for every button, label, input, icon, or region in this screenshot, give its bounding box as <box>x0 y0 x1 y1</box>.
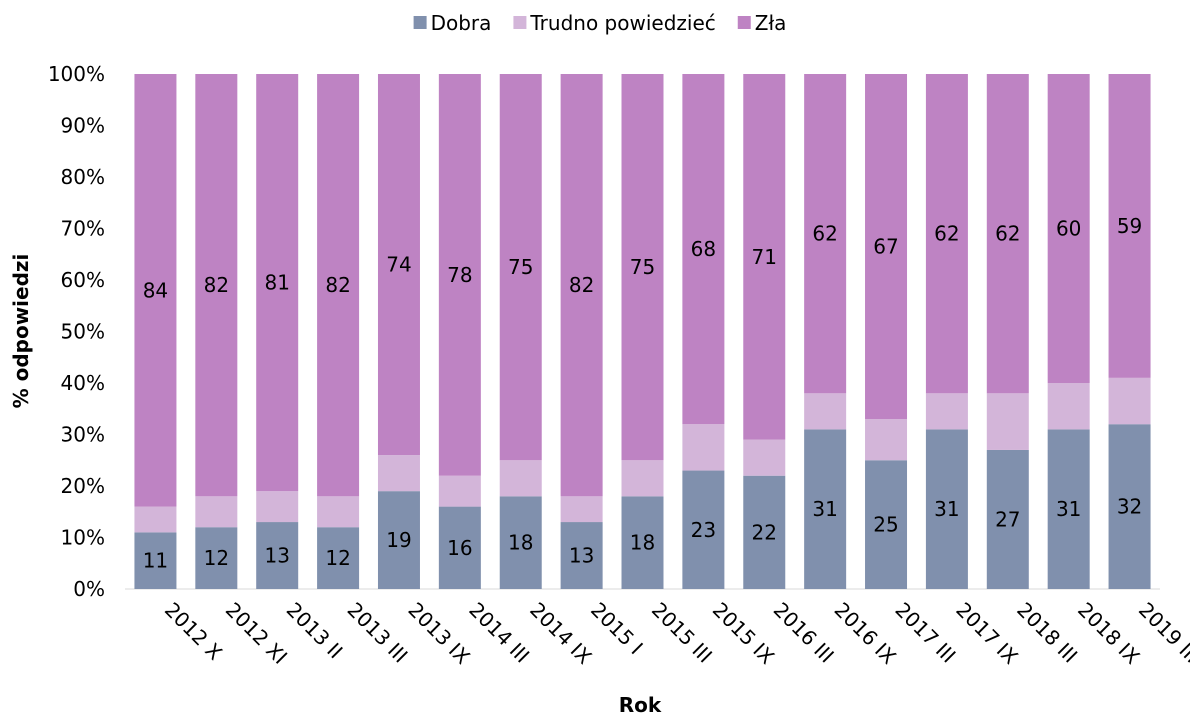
bar-segment <box>195 496 237 527</box>
y-axis-title: % odpowiedzi <box>9 254 33 409</box>
data-label: 16 <box>447 536 472 560</box>
y-tick-label: 10% <box>61 526 105 550</box>
x-tick-label: 2013 IX <box>403 598 475 670</box>
bar-segment <box>256 491 298 522</box>
x-tick-label: 2014 IX <box>525 598 597 670</box>
data-label: 62 <box>934 222 959 246</box>
data-label: 68 <box>691 237 716 261</box>
data-label: 62 <box>812 222 837 246</box>
x-tick-label: 2018 IX <box>1073 598 1145 670</box>
data-label: 25 <box>873 513 898 537</box>
x-tick-label: 2012 XI <box>221 598 292 669</box>
bar-segment <box>926 393 968 429</box>
data-label: 22 <box>752 520 777 544</box>
bar-segment <box>317 496 359 527</box>
data-label: 74 <box>386 253 411 277</box>
x-tick-label: 2013 II <box>282 598 348 664</box>
bar-segment <box>622 460 664 496</box>
data-label: 82 <box>204 273 229 297</box>
data-label: 81 <box>264 271 289 295</box>
x-axis-title: Rok <box>619 693 662 716</box>
bar-segment <box>439 476 481 507</box>
y-axis-ticks: 0% 10% 20% 30% 40% 50% 60% 70% 80% 90% 100% <box>48 62 105 601</box>
data-label: 11 <box>143 549 168 573</box>
data-label: 67 <box>873 235 898 259</box>
bar-segment <box>804 393 846 429</box>
legend-label: Dobra <box>431 11 492 35</box>
bar-segment <box>987 393 1029 450</box>
data-label: 32 <box>1117 495 1142 519</box>
x-tick-label: 2015 IX <box>708 598 780 670</box>
data-label: 27 <box>995 507 1020 531</box>
data-label: 12 <box>325 546 350 570</box>
y-tick-label: 80% <box>61 165 105 189</box>
data-label: 23 <box>691 518 716 542</box>
x-tick-label: 2019 III <box>1134 598 1190 668</box>
y-tick-label: 30% <box>61 423 105 447</box>
data-label: 84 <box>143 278 168 302</box>
x-tick-label: 2013 III <box>343 598 413 668</box>
bar-segment <box>865 419 907 460</box>
bar-segment <box>378 455 420 491</box>
data-label: 13 <box>264 544 289 568</box>
x-tick-label: 2017 IX <box>951 598 1023 670</box>
x-tick-label: 2018 III <box>1012 598 1082 668</box>
data-label: 18 <box>508 531 533 555</box>
data-label: 75 <box>630 255 655 279</box>
y-tick-label: 100% <box>48 62 105 86</box>
y-tick-label: 50% <box>61 320 105 344</box>
x-tick-label: 2015 III <box>647 598 717 668</box>
data-label: 62 <box>995 222 1020 246</box>
x-tick-label: 2017 III <box>890 598 960 668</box>
legend: Dobra Trudno powiedzieć Zła <box>414 11 787 35</box>
x-tick-label: 2016 IX <box>830 598 902 670</box>
data-label: 31 <box>812 497 837 521</box>
legend-label: Zła <box>755 11 787 35</box>
data-label: 31 <box>934 497 959 521</box>
y-tick-label: 60% <box>61 268 105 292</box>
y-tick-label: 70% <box>61 217 105 241</box>
y-tick-label: 20% <box>61 474 105 498</box>
data-label: 75 <box>508 255 533 279</box>
legend-swatch <box>513 16 526 29</box>
data-label: 71 <box>752 245 777 269</box>
data-label: 78 <box>447 263 472 287</box>
legend-label: Trudno powiedzieć <box>529 11 715 35</box>
x-tick-label: 2012 X <box>160 598 227 665</box>
data-label: 19 <box>386 528 411 552</box>
data-label: 31 <box>1056 497 1081 521</box>
bar-segment <box>561 496 603 522</box>
bar-segment <box>1109 378 1151 424</box>
data-label: 59 <box>1117 214 1142 238</box>
bar-segment <box>500 460 542 496</box>
data-label: 18 <box>630 531 655 555</box>
y-tick-label: 0% <box>73 577 105 601</box>
data-label: 13 <box>569 544 594 568</box>
y-tick-label: 90% <box>61 114 105 138</box>
data-label: 82 <box>569 273 594 297</box>
data-label: 12 <box>204 546 229 570</box>
x-tick-label: 2016 III <box>769 598 839 668</box>
bar-segment <box>682 424 724 470</box>
bar-segment <box>1048 383 1090 429</box>
x-tick-label: 2014 III <box>464 598 534 668</box>
data-label: 60 <box>1056 217 1081 241</box>
bar-segment <box>743 440 785 476</box>
y-tick-label: 40% <box>61 371 105 395</box>
data-label: 82 <box>325 273 350 297</box>
legend-swatch <box>738 16 751 29</box>
legend-swatch <box>414 16 427 29</box>
bar-segment <box>134 507 176 533</box>
